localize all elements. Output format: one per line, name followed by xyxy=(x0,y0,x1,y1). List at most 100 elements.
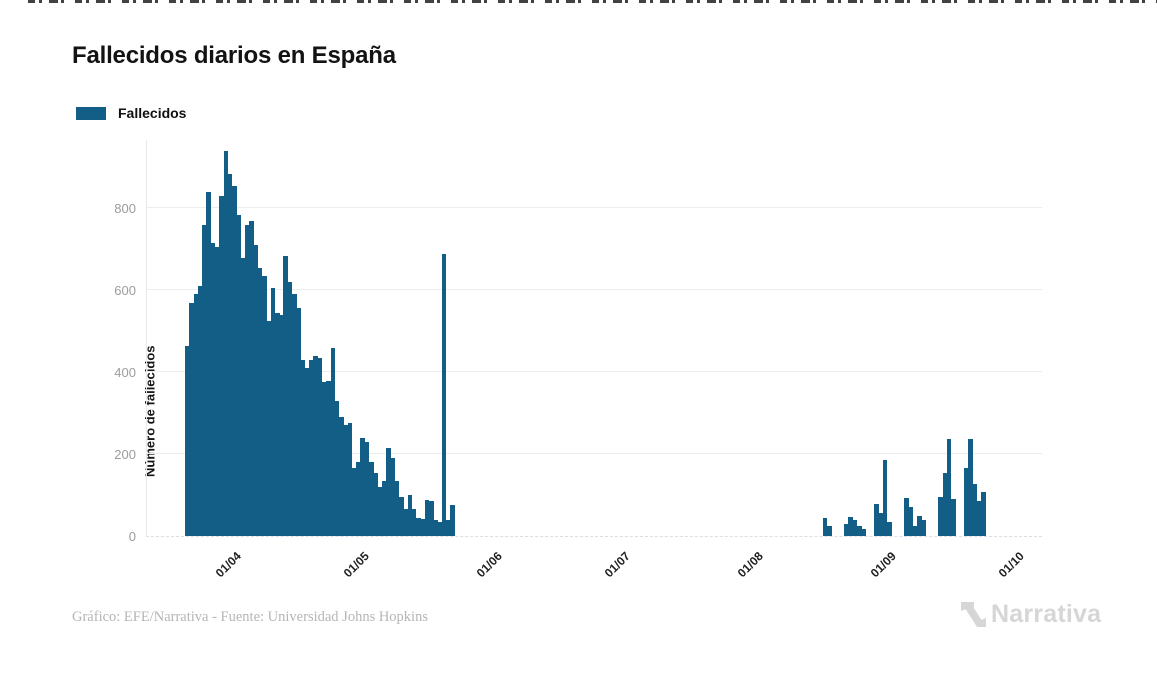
bar[interactable] xyxy=(381,480,387,536)
bar[interactable] xyxy=(827,525,832,536)
bar[interactable] xyxy=(287,282,293,536)
bar[interactable] xyxy=(904,498,909,536)
bar[interactable] xyxy=(424,499,430,536)
bar[interactable] xyxy=(946,438,952,536)
bar[interactable] xyxy=(377,486,383,536)
bar[interactable] xyxy=(347,422,353,536)
bar[interactable] xyxy=(386,447,391,536)
x-tick-label: 01/10 xyxy=(995,549,1027,581)
y-tick-label: 0 xyxy=(128,529,136,544)
x-tick-label: 01/08 xyxy=(734,549,766,581)
bar[interactable] xyxy=(309,359,314,536)
bar[interactable] xyxy=(219,196,224,536)
bar[interactable] xyxy=(874,504,879,536)
y-tick-label: 200 xyxy=(114,447,136,463)
bar[interactable] xyxy=(270,288,276,536)
bar[interactable] xyxy=(279,314,284,536)
bar[interactable] xyxy=(356,462,361,536)
bar[interactable] xyxy=(206,192,212,536)
bar[interactable] xyxy=(403,509,408,536)
bar[interactable] xyxy=(274,312,280,536)
bar[interactable] xyxy=(232,185,237,536)
bar[interactable] xyxy=(856,525,862,536)
bar[interactable] xyxy=(240,257,246,536)
bar[interactable] xyxy=(210,243,216,536)
bar[interactable] xyxy=(968,438,973,536)
bar[interactable] xyxy=(908,507,913,536)
bar[interactable] xyxy=(326,381,331,536)
bar[interactable] xyxy=(882,460,888,536)
bar[interactable] xyxy=(848,516,854,536)
x-tick-label: 01/06 xyxy=(473,549,505,581)
bar[interactable] xyxy=(330,347,336,536)
bar[interactable] xyxy=(428,501,434,536)
bar[interactable] xyxy=(244,224,250,536)
bar[interactable] xyxy=(886,521,892,536)
bar[interactable] xyxy=(420,518,426,536)
bar[interactable] xyxy=(351,468,357,536)
narrativa-logo: Narrativa xyxy=(960,600,1101,629)
bar[interactable] xyxy=(441,253,447,536)
bar[interactable] xyxy=(292,294,297,536)
bar[interactable] xyxy=(283,255,289,536)
bar[interactable] xyxy=(390,458,396,536)
bar[interactable] xyxy=(197,286,203,536)
bar[interactable] xyxy=(185,345,190,536)
bar[interactable] xyxy=(214,247,220,536)
bar[interactable] xyxy=(317,357,323,536)
bar[interactable] xyxy=(938,497,943,536)
bar[interactable] xyxy=(227,173,233,536)
bar[interactable] xyxy=(822,517,828,536)
bar[interactable] xyxy=(257,267,263,536)
bar[interactable] xyxy=(861,528,866,536)
bar[interactable] xyxy=(912,525,918,536)
bar[interactable] xyxy=(253,245,259,536)
bar[interactable] xyxy=(921,519,926,536)
bar[interactable] xyxy=(951,499,956,536)
bar[interactable] xyxy=(296,307,301,536)
bar[interactable] xyxy=(249,220,254,536)
bar[interactable] xyxy=(189,302,194,536)
bar[interactable] xyxy=(852,519,858,536)
bar[interactable] xyxy=(976,501,982,536)
bar[interactable] xyxy=(437,521,443,536)
bar[interactable] xyxy=(369,462,374,536)
bar[interactable] xyxy=(394,480,400,536)
bar[interactable] xyxy=(193,294,199,536)
bar[interactable] xyxy=(972,483,978,536)
bar[interactable] xyxy=(364,441,370,536)
bar[interactable] xyxy=(360,437,366,536)
bar[interactable] xyxy=(223,151,229,536)
bar[interactable] xyxy=(339,417,344,536)
bar[interactable] xyxy=(407,495,413,536)
bar[interactable] xyxy=(878,513,883,536)
bar[interactable] xyxy=(416,517,421,536)
bar[interactable] xyxy=(334,400,340,536)
bar[interactable] xyxy=(236,214,241,536)
bar[interactable] xyxy=(313,355,319,536)
bar[interactable] xyxy=(266,321,271,536)
bar[interactable] xyxy=(450,505,455,536)
page-title: Fallecidos diarios en España xyxy=(72,42,396,69)
bar[interactable] xyxy=(446,520,451,536)
bar[interactable] xyxy=(304,368,310,536)
bar[interactable] xyxy=(262,276,267,536)
bar[interactable] xyxy=(963,468,969,536)
bar[interactable] xyxy=(300,359,306,536)
bar[interactable] xyxy=(981,492,986,536)
bar[interactable] xyxy=(844,523,849,536)
bar[interactable] xyxy=(343,424,348,536)
legend-item-fallecidos[interactable]: Fallecidos xyxy=(76,105,186,121)
bar[interactable] xyxy=(433,519,438,536)
y-tick-label: 400 xyxy=(114,365,136,381)
bar[interactable] xyxy=(942,472,948,536)
bar[interactable] xyxy=(373,472,378,536)
x-tick-label: 01/07 xyxy=(601,549,634,581)
bar[interactable] xyxy=(399,497,404,536)
bar[interactable] xyxy=(321,382,327,536)
y-tick-label: 600 xyxy=(114,283,136,299)
bar[interactable] xyxy=(202,224,207,536)
bar[interactable] xyxy=(411,509,417,536)
x-tick-label: 01/09 xyxy=(867,549,899,581)
bar[interactable] xyxy=(916,515,922,536)
